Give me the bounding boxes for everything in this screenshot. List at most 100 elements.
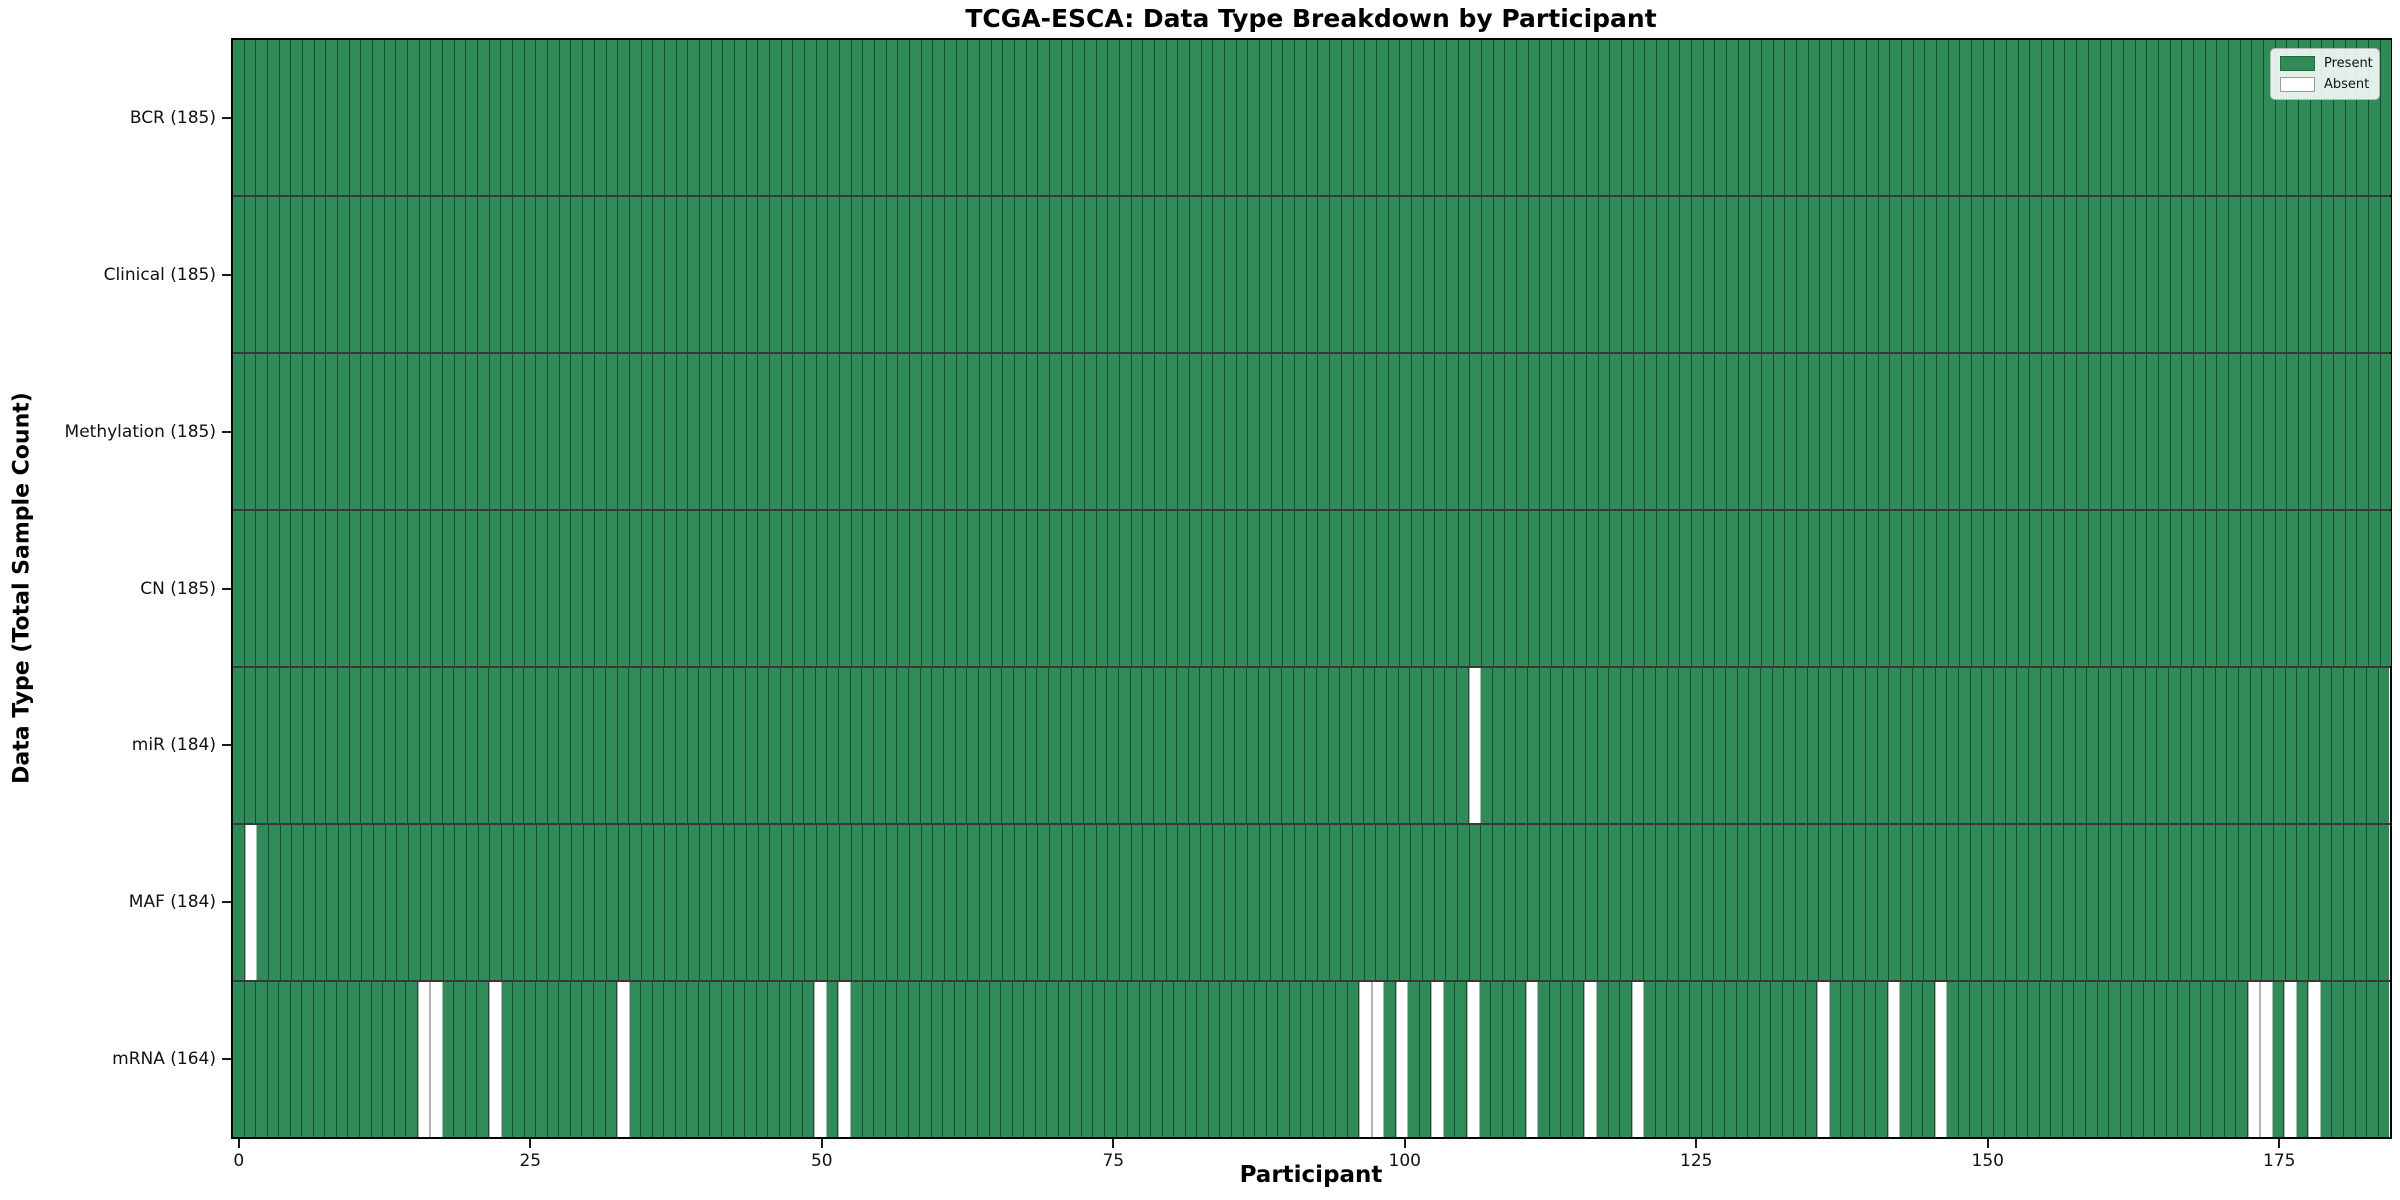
- bar-cell-present: [1759, 982, 1772, 1137]
- bar-cell-present: [2240, 511, 2253, 666]
- bar-cell-present: [2052, 825, 2065, 980]
- bar-cell-present: [1143, 511, 1156, 666]
- bar-cell-present: [1443, 982, 1456, 1137]
- bar-cell-present: [1551, 197, 1564, 352]
- bar-cell-present: [1120, 197, 1132, 352]
- bar-cell-present: [1540, 511, 1552, 666]
- bar-cell-present: [886, 511, 899, 666]
- bar-cell-present: [793, 197, 805, 352]
- bar-cell-present: [920, 668, 933, 823]
- bar-cell-present: [2193, 40, 2206, 195]
- bar-cell-present: [513, 197, 525, 352]
- bar-cell-present: [1375, 668, 1387, 823]
- bar-cell-present: [478, 511, 490, 666]
- bar-cell-present: [1959, 668, 1971, 823]
- bar-cell-present: [583, 825, 596, 980]
- bar-cell-present: [2380, 40, 2392, 195]
- bar-cell-present: [2380, 197, 2392, 352]
- bar-cell-present: [802, 982, 815, 1137]
- bar-cell-present: [1948, 354, 1961, 509]
- bar-cell-present: [1575, 197, 1587, 352]
- bar-cell-present: [2180, 668, 2193, 823]
- bar-cell-present: [1678, 982, 1691, 1137]
- bar-cell-present: [513, 40, 525, 195]
- bar-cell-present: [863, 197, 875, 352]
- bar-cell-present: [1201, 40, 1214, 195]
- bar-cell-present: [1423, 354, 1436, 509]
- bar-cell-present: [268, 511, 280, 666]
- bar-cell-present: [1131, 197, 1144, 352]
- bar-cell-present: [2088, 511, 2101, 666]
- bar-cell-present: [2028, 982, 2040, 1137]
- bar-cell-present: [1411, 825, 1423, 980]
- bar-cell-present: [1153, 668, 1166, 823]
- bar-cell-present: [1610, 511, 1622, 666]
- bar-cell-present: [2215, 668, 2228, 823]
- bar-cell-present: [594, 40, 607, 195]
- bar-cell-present: [780, 668, 793, 823]
- bar-cell-present: [664, 668, 676, 823]
- bar-cell-present: [291, 511, 304, 666]
- bar-cell-present: [1982, 825, 1995, 980]
- bar-cell-present: [1038, 40, 1051, 195]
- bar-cell-present: [2075, 825, 2088, 980]
- bar-cell-present: [1128, 982, 1140, 1137]
- bar-cell-present: [396, 354, 409, 509]
- bar-cell-present: [1107, 668, 1119, 823]
- bar-cell-present: [1549, 982, 1562, 1137]
- bar-cell-present: [1166, 511, 1179, 666]
- bar-cell-present: [2110, 825, 2123, 980]
- bar-cell-present: [1421, 668, 1434, 823]
- bar-cell-present: [1220, 982, 1233, 1137]
- bar-cell-present: [980, 511, 992, 666]
- bar-cell-present: [1797, 197, 1809, 352]
- bar-cell-present: [1983, 40, 1996, 195]
- bar-cell-present: [781, 197, 794, 352]
- bar-cell-present: [664, 511, 677, 666]
- bar-cell-present: [792, 668, 805, 823]
- bar-cell-present: [1178, 825, 1190, 980]
- bar-cell-present: [909, 197, 922, 352]
- bar-cell-present: [2228, 40, 2241, 195]
- bar-cell-present: [1282, 668, 1294, 823]
- bar-cell-present: [1528, 511, 1541, 666]
- bar-cell-present: [1829, 982, 1842, 1137]
- bar-cell-present: [2077, 197, 2089, 352]
- bar-cell-present: [1085, 40, 1097, 195]
- bar-cell-present: [606, 40, 619, 195]
- bar-cell-present: [1960, 354, 1973, 509]
- bar-cell-present: [1236, 511, 1249, 666]
- bar-cell-present: [1691, 40, 1704, 195]
- bar-cell-present: [1993, 982, 2006, 1137]
- bar-cell-present: [1312, 982, 1325, 1137]
- bar-cell-present: [2345, 511, 2358, 666]
- bar-cell-present: [816, 511, 829, 666]
- bar-cell-present: [909, 511, 922, 666]
- bar-cell-present: [1586, 825, 1598, 980]
- bar-cell-present: [1469, 825, 1482, 980]
- bar-cell-present: [967, 668, 979, 823]
- bar-cell-present: [711, 511, 724, 666]
- bar-cell-present: [1679, 825, 1692, 980]
- bar-cell-present: [1038, 511, 1051, 666]
- bar-cell-present: [1108, 40, 1121, 195]
- bar-cell-present: [2170, 40, 2183, 195]
- bar-cell-present: [1610, 197, 1622, 352]
- bar-cell-present: [2007, 354, 2019, 509]
- bar-cell-present: [1411, 511, 1424, 666]
- bar-cell-present: [1843, 354, 1856, 509]
- bar-cell-present: [2333, 511, 2346, 666]
- bar-cell-present: [1948, 511, 1961, 666]
- bar-cell-present: [664, 197, 677, 352]
- bar-cell-present: [536, 982, 548, 1137]
- bar-cell-present: [652, 668, 665, 823]
- bar-cell-absent: [1371, 982, 1385, 1137]
- bar-cell-present: [874, 197, 887, 352]
- bar-cell-present: [314, 354, 327, 509]
- bar-cell-present: [1155, 354, 1167, 509]
- bar-cell-present: [618, 354, 630, 509]
- bar-cell-present: [233, 825, 245, 980]
- bar-cell-present: [933, 354, 945, 509]
- bar-cell-present: [338, 40, 350, 195]
- bar-cell-present: [746, 511, 759, 666]
